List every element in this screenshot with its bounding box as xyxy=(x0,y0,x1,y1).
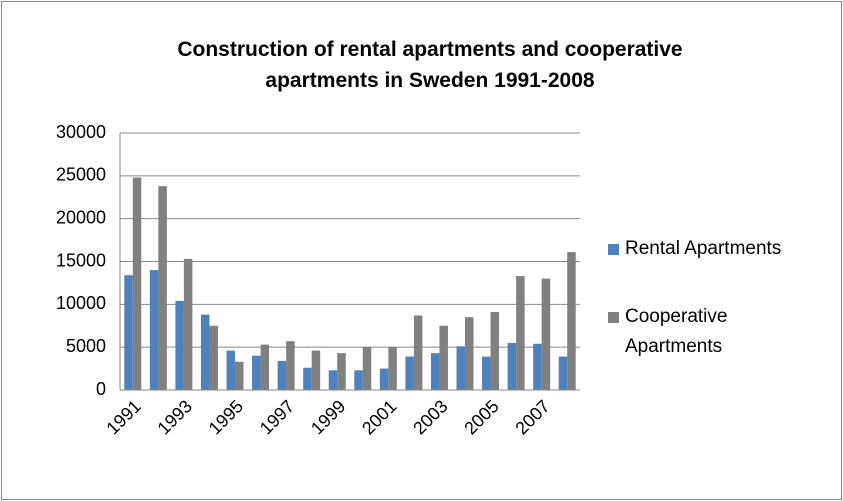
bar xyxy=(516,276,525,390)
bar xyxy=(465,317,474,390)
x-tick-label: 2003 xyxy=(409,396,451,438)
bar xyxy=(558,356,568,390)
y-tick-label: 20000 xyxy=(56,207,106,227)
bar xyxy=(567,252,576,390)
bar xyxy=(277,360,287,390)
bar xyxy=(132,177,142,390)
legend-entry: Rental Apartments xyxy=(608,234,840,264)
bar xyxy=(235,361,244,390)
bar xyxy=(413,315,423,390)
bar xyxy=(226,350,235,390)
x-tick-label: 2001 xyxy=(358,396,400,438)
bar xyxy=(541,278,551,390)
bar xyxy=(149,270,159,390)
x-tick-label: 2005 xyxy=(460,396,502,438)
legend-entry: Cooperative Apartments xyxy=(608,302,840,362)
bar xyxy=(252,355,261,390)
x-tick-label: 1991 xyxy=(103,396,145,438)
bar xyxy=(260,344,270,390)
y-tick-label: 25000 xyxy=(56,165,106,185)
legend-swatch xyxy=(608,244,619,255)
bar xyxy=(533,343,542,390)
bar xyxy=(456,346,465,390)
bar xyxy=(328,370,338,390)
y-tick-label: 15000 xyxy=(56,250,106,270)
x-tick-label: 1997 xyxy=(256,396,298,438)
legend: Rental Apartments Cooperative Apartments xyxy=(608,234,838,362)
bar xyxy=(354,370,363,390)
bar xyxy=(388,347,397,390)
bar xyxy=(482,356,491,390)
legend-label: Cooperative Apartments xyxy=(625,306,728,357)
chart-title: Construction of rental apartments and co… xyxy=(177,38,683,92)
bar xyxy=(405,356,414,390)
bar xyxy=(311,350,321,390)
x-tick-label: 1995 xyxy=(205,396,247,438)
bar xyxy=(124,275,133,390)
y-tick-label: 10000 xyxy=(56,293,106,313)
bar xyxy=(175,300,184,390)
bar xyxy=(183,258,193,390)
bar xyxy=(439,325,448,390)
bar xyxy=(286,341,295,390)
bar xyxy=(379,368,389,390)
bar xyxy=(209,325,218,390)
x-tick-label: 1993 xyxy=(154,396,196,438)
x-tick-label: 2007 xyxy=(511,396,553,438)
y-tick-label: 0 xyxy=(96,379,106,399)
bar xyxy=(158,186,167,390)
bar xyxy=(200,314,210,390)
bar xyxy=(490,312,500,390)
x-tick-label: 1999 xyxy=(307,396,349,438)
bar xyxy=(507,342,517,390)
legend-swatch xyxy=(608,312,619,323)
y-tick-label: 30000 xyxy=(56,122,106,142)
legend-label: Rental Apartments xyxy=(625,238,782,259)
y-tick-label: 5000 xyxy=(66,336,106,356)
bar xyxy=(303,367,312,390)
bar xyxy=(337,353,346,390)
bar xyxy=(430,353,440,390)
bar xyxy=(362,347,372,390)
